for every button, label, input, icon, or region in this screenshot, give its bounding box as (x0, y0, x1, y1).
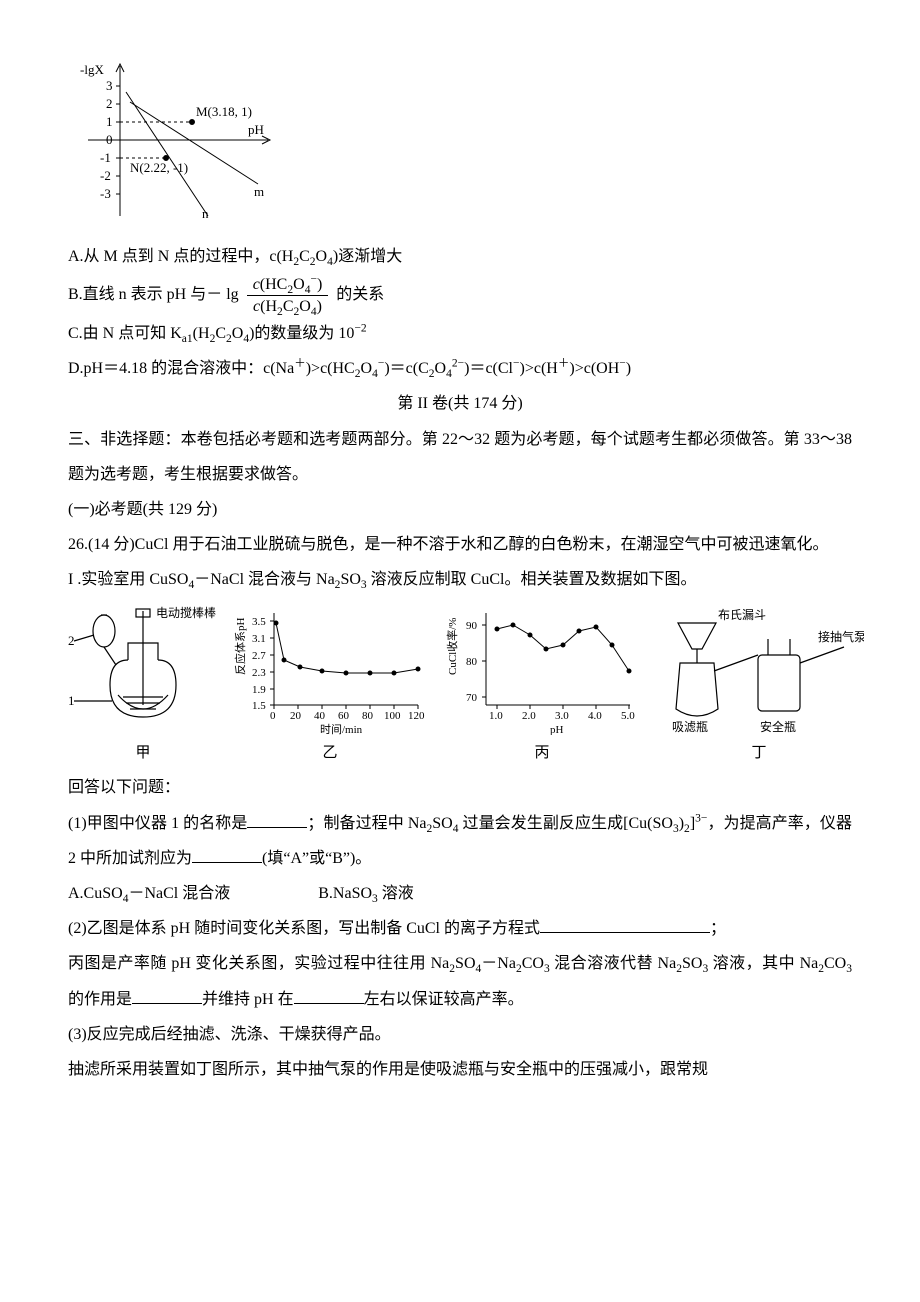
option-d: D.pH＝4.18 的混合溶液中：c(Na＋)>c(HC2O4−)＝c(C2O4… (68, 351, 852, 386)
svg-text:2: 2 (106, 96, 113, 111)
svg-text:3: 3 (106, 78, 113, 93)
line-m-label: m (254, 184, 264, 199)
svg-text:1: 1 (106, 114, 113, 129)
svg-text:3.5: 3.5 (252, 616, 266, 628)
svg-text:40: 40 (314, 710, 326, 722)
svg-text:-1: -1 (100, 150, 111, 165)
svg-text:4.0: 4.0 (588, 710, 602, 722)
q3-line2: 抽滤所采用装置如丁图所示，其中抽气泵的作用是使吸滤瓶与安全瓶中的压强减小，跟常规 (68, 1052, 852, 1087)
svg-text:接抽气泵: 接抽气泵 (818, 629, 864, 644)
svg-text:5.0: 5.0 (621, 710, 635, 722)
svg-text:60: 60 (338, 710, 350, 722)
q26-stem: 26.(14 分)CuCl 用于石油工业脱硫与脱色，是一种不溶于水和乙醇的白色粉… (68, 527, 852, 562)
option-b: B.直线 n 表示 pH 与－ lg c(HC2O4−) c(H2C2O4) 的… (68, 274, 852, 316)
svg-text:0: 0 (106, 132, 113, 147)
blank[interactable] (247, 811, 307, 828)
point-n-label: N(2.22, -1) (130, 160, 188, 175)
fig-yi: 3.5 3.1 2.7 2.3 1.9 1.5 0 20 40 60 80 10… (230, 605, 430, 770)
svg-text:70: 70 (466, 692, 478, 704)
svg-text:3.0: 3.0 (555, 710, 569, 722)
svg-text:1.5: 1.5 (252, 700, 266, 712)
svg-text:2: 2 (68, 633, 75, 648)
nonchoice-intro: 三、非选择题：本卷包括必考题和选考题两部分。第 22～32 题为必考题，每个试题… (68, 422, 852, 492)
svg-text:CuCl收率/%: CuCl收率/% (445, 618, 459, 675)
svg-text:80: 80 (362, 710, 374, 722)
option-c: C.由 N 点可知 Ka1(H2C2O4)的数量级为 10−2 (68, 316, 852, 351)
x-axis-label: pH (248, 122, 264, 137)
svg-text:1: 1 (68, 693, 75, 708)
option-a: A.从 M 点到 N 点的过程中，c(H2C2O4)逐渐增大 (68, 239, 852, 274)
apparatus-ding-icon: 布氏漏斗 接抽气泵 吸滤瓶 安全瓶 (654, 605, 864, 735)
svg-text:90: 90 (466, 620, 478, 632)
fig-ding: 布氏漏斗 接抽气泵 吸滤瓶 安全瓶 丁 (654, 605, 864, 770)
svg-text:1.0: 1.0 (489, 710, 503, 722)
svg-text:2.0: 2.0 (522, 710, 536, 722)
q2-line1: (2)乙图是体系 pH 随时间变化关系图，写出制备 CuCl 的离子方程式； (68, 911, 852, 946)
svg-text:-2: -2 (100, 168, 111, 183)
svg-text:2.3: 2.3 (252, 667, 266, 679)
y-axis-label: -lgX (80, 62, 104, 77)
q26-part1: I .实验室用 CuSO4－NaCl 混合液与 Na2SO3 溶液反应制取 Cu… (68, 562, 852, 597)
graph-svg: -lgX 3 2 1 0 -1 -2 -3 M(3.18, 1) N(2.22,… (68, 56, 288, 226)
svg-text:安全瓶: 安全瓶 (760, 719, 796, 734)
blank[interactable] (192, 846, 262, 863)
required-label: (一)必考题(共 129 分) (68, 492, 852, 527)
fig-jia: 电动搅棒棒 2 1 甲 (68, 605, 218, 770)
blank[interactable] (540, 916, 710, 933)
apparatus-icon: 电动搅棒棒 2 1 (68, 605, 218, 735)
svg-text:pH: pH (550, 724, 564, 735)
answer-prompt: 回答以下问题： (68, 770, 852, 805)
svg-text:2.7: 2.7 (252, 650, 266, 662)
chart-yi: 3.5 3.1 2.7 2.3 1.9 1.5 0 20 40 60 80 10… (230, 605, 430, 735)
svg-text:布氏漏斗: 布氏漏斗 (718, 608, 766, 622)
svg-text:时间/min: 时间/min (320, 723, 363, 735)
fraction: c(HC2O4−) c(H2C2O4) (247, 276, 329, 316)
blank[interactable] (132, 987, 202, 1004)
line-n-label: n (202, 206, 209, 221)
fig-bing: 90 80 70 1.0 2.0 3.0 4.0 5.0 pH CuCl收率/%… (442, 605, 642, 770)
svg-text:3.1: 3.1 (252, 633, 266, 645)
q1-line1: (1)甲图中仪器 1 的名称是；制备过程中 Na2SO4 过量会发生副反应生成[… (68, 806, 852, 876)
blank[interactable] (294, 987, 364, 1004)
svg-text:电动搅棒棒: 电动搅棒棒 (156, 605, 216, 620)
q1-options: A.CuSO4－NaCl 混合液 B.NaSO3 溶液 (68, 876, 852, 911)
figure-row: 电动搅棒棒 2 1 甲 (68, 605, 852, 770)
svg-text:20: 20 (290, 710, 302, 722)
graph-top: -lgX 3 2 1 0 -1 -2 -3 M(3.18, 1) N(2.22,… (68, 56, 852, 239)
svg-text:-3: -3 (100, 186, 111, 201)
svg-text:吸滤瓶: 吸滤瓶 (672, 720, 708, 734)
svg-text:反应体系pH: 反应体系pH (233, 618, 247, 675)
chart-bing: 90 80 70 1.0 2.0 3.0 4.0 5.0 pH CuCl收率/% (442, 605, 642, 735)
svg-text:0: 0 (270, 710, 276, 722)
q3-line1: (3)反应完成后经抽滤、洗涤、干燥获得产品。 (68, 1017, 852, 1052)
svg-text:100: 100 (384, 710, 401, 722)
svg-text:1.9: 1.9 (252, 684, 266, 696)
q2-line2: 丙图是产率随 pH 变化关系图，实验过程中往往用 Na2SO4－Na2CO3 混… (68, 946, 852, 1016)
svg-text:80: 80 (466, 656, 478, 668)
svg-text:120: 120 (408, 710, 425, 722)
section2-title: 第 II 卷(共 174 分) (68, 386, 852, 421)
point-m-label: M(3.18, 1) (196, 104, 252, 119)
